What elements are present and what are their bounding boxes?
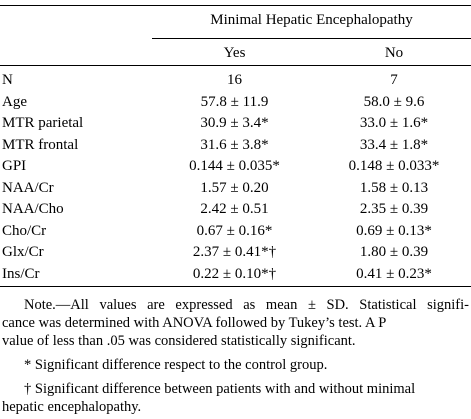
- cell-no: 1.58 ± 0.13: [359, 180, 429, 196]
- column-header-no: No: [384, 45, 404, 61]
- cell-yes: 2.42 ± 0.51: [200, 201, 269, 217]
- column-group-header: Minimal Hepatic Encephalopathy: [210, 12, 413, 28]
- cell-no: 0.148 ± 0.033*: [348, 158, 440, 174]
- cell-yes: 16: [227, 72, 242, 88]
- row-label: Cho/Cr: [2, 223, 47, 239]
- row-label: GPI: [2, 158, 27, 174]
- cell-no: 58.0 ± 9.6: [363, 94, 425, 110]
- cell-no: 33.0 ± 1.6*: [359, 115, 429, 131]
- cell-no: 33.4 ± 1.8*: [359, 137, 429, 153]
- table-note-cont: cance was determined with ANOVA followed…: [2, 314, 469, 332]
- footnote-dagger: † Significant difference between patient…: [24, 381, 416, 397]
- cell-yes: 0.67 ± 0.16*: [196, 223, 273, 239]
- row-label: NAA/Cr: [2, 180, 54, 196]
- table-note: Note.—All values are expressed as mean ±…: [2, 296, 469, 332]
- cell-yes: 30.9 ± 3.4*: [200, 115, 269, 131]
- cell-no: 7: [390, 72, 398, 88]
- row-label: MTR parietal: [2, 115, 84, 131]
- cell-yes: 57.8 ± 11.9: [200, 94, 269, 110]
- column-header-yes: Yes: [223, 45, 246, 61]
- cell-no: 1.80 ± 0.39: [359, 244, 429, 260]
- cell-yes: 0.144 ± 0.035*: [189, 158, 280, 174]
- cell-yes: 0.22 ± 0.10*†: [192, 266, 277, 282]
- row-label: Glx/Cr: [2, 244, 44, 260]
- footnote-star: * Significant difference respect to the …: [24, 357, 328, 373]
- note-line: value of less than .05 was considered st…: [2, 333, 356, 349]
- row-label: NAA/Cho: [2, 201, 64, 217]
- table-bottom-rule: [0, 286, 471, 287]
- table-top-rule: [0, 5, 471, 6]
- table-note-cont: value of less than .05 was considered st…: [2, 332, 469, 350]
- row-label: MTR frontal: [2, 137, 79, 153]
- cell-yes: 2.37 ± 0.41*†: [192, 244, 277, 260]
- cell-yes: 1.57 ± 0.20: [200, 180, 269, 196]
- footnote-dagger-cont: hepatic encephalopathy.: [2, 399, 142, 415]
- column-group-rule: [152, 38, 471, 39]
- cell-no: 2.35 ± 0.39: [359, 201, 429, 217]
- note-line: cance was determined with ANOVA followed…: [2, 315, 387, 331]
- row-label: Age: [2, 94, 27, 110]
- row-label: N: [2, 72, 13, 88]
- cell-yes: 31.6 ± 3.8*: [200, 137, 269, 153]
- cell-no: 0.41 ± 0.23*: [356, 266, 432, 282]
- cell-no: 0.69 ± 0.13*: [356, 223, 432, 239]
- note-line: Note.—All values are expressed as mean ±…: [24, 297, 469, 313]
- header-bottom-rule: [0, 65, 471, 66]
- row-label: Ins/Cr: [2, 266, 40, 282]
